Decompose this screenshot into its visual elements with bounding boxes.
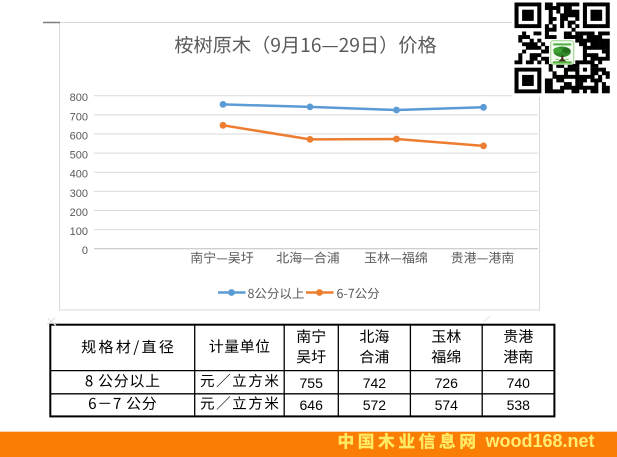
svg-text:800: 800 bbox=[70, 92, 88, 104]
svg-text:740: 740 bbox=[507, 375, 531, 391]
svg-text:600: 600 bbox=[70, 131, 88, 143]
svg-text:0: 0 bbox=[82, 245, 88, 257]
svg-text:400: 400 bbox=[70, 169, 88, 181]
svg-text:300: 300 bbox=[70, 188, 88, 200]
svg-text:646: 646 bbox=[300, 397, 324, 413]
svg-text:572: 572 bbox=[363, 397, 387, 413]
svg-text:538: 538 bbox=[507, 397, 531, 413]
svg-text:100: 100 bbox=[70, 226, 88, 238]
svg-text:200: 200 bbox=[70, 207, 88, 219]
svg-text:726: 726 bbox=[435, 375, 459, 391]
svg-text:755: 755 bbox=[300, 375, 324, 391]
svg-text:574: 574 bbox=[435, 397, 459, 413]
svg-text:500: 500 bbox=[70, 150, 88, 162]
svg-text:742: 742 bbox=[363, 375, 387, 391]
svg-text:wood168.net: wood168.net bbox=[485, 431, 595, 451]
svg-text:700: 700 bbox=[70, 111, 88, 123]
